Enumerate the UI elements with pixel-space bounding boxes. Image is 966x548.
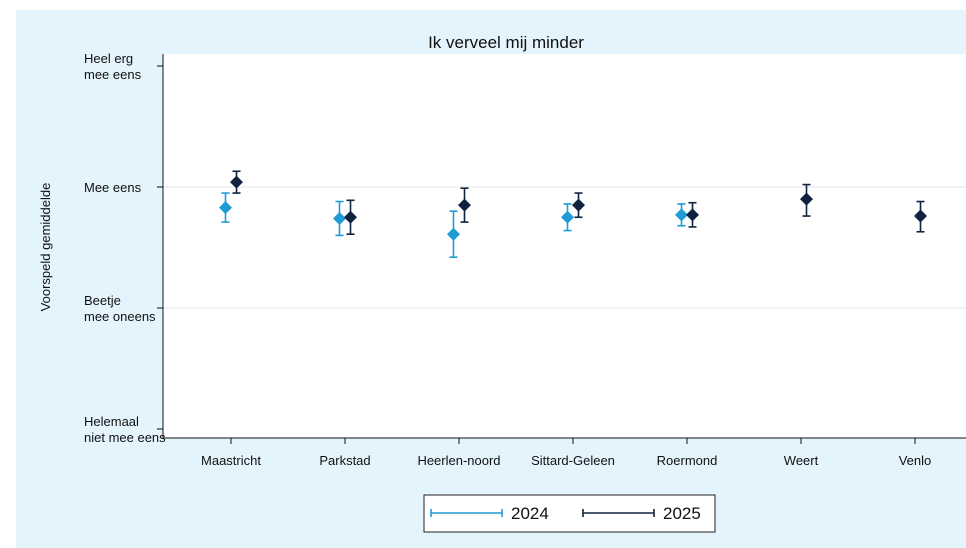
legend-label-2025: 2025 [663,504,701,523]
data-marks [219,170,927,258]
diamond-marker [800,192,813,206]
diamond-marker [230,175,243,189]
point-2025-Parkstad [344,199,357,235]
x-tick-label-5: Weert [784,453,819,468]
diamond-marker [686,208,699,222]
point-2024-Maastricht [219,192,232,223]
y-tick-label-0-1: niet mee eens [84,430,166,445]
legend: 2024 2025 [423,494,716,533]
legend-item-2025: 2025 [582,504,701,523]
point-2024-Roermond [675,203,688,227]
point-2025-Roermond [686,201,699,228]
legend-item-2024: 2024 [430,504,549,523]
x-tick-label-4: Roermond [657,453,718,468]
corner-cutout [16,0,564,10]
diamond-marker [572,198,585,212]
y-tick-label-3-1: mee eens [84,67,142,82]
diamond-marker [447,227,460,241]
diamond-marker [458,198,471,212]
x-tick-label-2: Heerlen-noord [417,453,500,468]
y-tick-label-2-0: Mee eens [84,180,142,195]
diamond-marker [675,208,688,222]
x-tick-label-0: Maastricht [201,453,261,468]
gridlines [163,186,966,309]
diamond-marker [333,211,346,225]
point-2025-Weert [800,183,813,217]
y-axis-label: Voorspeld gemiddelde [38,183,53,312]
diamond-marker [344,210,357,224]
point-2025-Venlo [914,200,927,233]
point-2025-Maastricht [230,170,243,194]
y-tick-label-1-0: Beetje [84,293,121,308]
diamond-marker [561,210,574,224]
point-2025-Sittard-Geleen [572,192,585,219]
y-tick-label-3-0: Heel erg [84,51,133,66]
chart-title: Ik verveel mij minder [428,33,584,52]
x-tick-label-6: Venlo [899,453,932,468]
y-tick-label-1-1: mee oneens [84,309,156,324]
y-tick-label-0-0: Helemaal [84,414,139,429]
x-tick-labels: Maastricht Parkstad Heerlen-noord Sittard-G… [201,453,931,468]
point-2025-Heerlen-noord [458,187,471,223]
point-2024-Parkstad [333,200,346,237]
diamond-marker [914,209,927,223]
plot-area [163,54,966,438]
x-tick-label-1: Parkstad [319,453,370,468]
point-2024-Heerlen-noord [447,210,460,258]
legend-label-2024: 2024 [511,504,549,523]
axes [157,54,966,444]
point-2024-Sittard-Geleen [561,203,574,232]
x-tick-label-3: Sittard-Geleen [531,453,615,468]
diamond-marker [219,201,232,215]
